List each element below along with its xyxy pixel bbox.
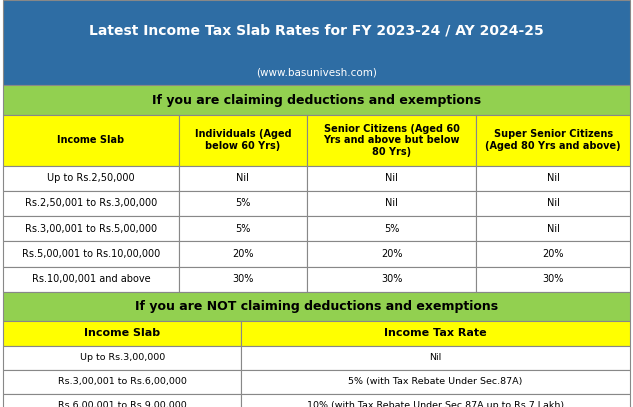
FancyBboxPatch shape — [307, 267, 476, 292]
Text: Up to Rs.2,50,000: Up to Rs.2,50,000 — [47, 173, 135, 183]
FancyBboxPatch shape — [179, 241, 307, 267]
Text: Rs.6,00,001 to Rs.9,00,000: Rs.6,00,001 to Rs.9,00,000 — [58, 401, 187, 407]
FancyBboxPatch shape — [241, 346, 630, 370]
FancyBboxPatch shape — [179, 166, 307, 191]
Text: 5%: 5% — [384, 224, 399, 234]
Text: Nil: Nil — [547, 199, 560, 208]
Text: 20%: 20% — [542, 249, 564, 259]
Text: Income Slab: Income Slab — [58, 135, 125, 145]
FancyBboxPatch shape — [307, 216, 476, 241]
FancyBboxPatch shape — [179, 216, 307, 241]
FancyBboxPatch shape — [307, 191, 476, 216]
Text: 5%: 5% — [235, 199, 251, 208]
Text: Income Slab: Income Slab — [84, 328, 160, 338]
FancyBboxPatch shape — [476, 241, 630, 267]
Text: Senior Citizens (Aged 60
Yrs and above but below
80 Yrs): Senior Citizens (Aged 60 Yrs and above b… — [323, 124, 460, 157]
Text: Rs.2,50,001 to Rs.3,00,000: Rs.2,50,001 to Rs.3,00,000 — [25, 199, 157, 208]
FancyBboxPatch shape — [476, 216, 630, 241]
Text: Super Senior Citizens
(Aged 80 Yrs and above): Super Senior Citizens (Aged 80 Yrs and a… — [486, 129, 621, 151]
Text: Nil: Nil — [547, 224, 560, 234]
FancyBboxPatch shape — [476, 166, 630, 191]
FancyBboxPatch shape — [241, 370, 630, 394]
Text: 20%: 20% — [381, 249, 403, 259]
Text: Nil: Nil — [385, 173, 398, 183]
Text: Rs.3,00,001 to Rs.6,00,000: Rs.3,00,001 to Rs.6,00,000 — [58, 377, 187, 386]
Text: Nil: Nil — [547, 173, 560, 183]
Text: Nil: Nil — [385, 199, 398, 208]
FancyBboxPatch shape — [3, 346, 241, 370]
Text: 30%: 30% — [381, 274, 403, 284]
Text: Individuals (Aged
below 60 Yrs): Individuals (Aged below 60 Yrs) — [194, 129, 291, 151]
FancyBboxPatch shape — [307, 166, 476, 191]
FancyBboxPatch shape — [3, 191, 179, 216]
Text: 5%: 5% — [235, 224, 251, 234]
FancyBboxPatch shape — [3, 216, 179, 241]
FancyBboxPatch shape — [3, 292, 630, 321]
FancyBboxPatch shape — [3, 0, 630, 85]
FancyBboxPatch shape — [307, 241, 476, 267]
Text: 30%: 30% — [542, 274, 564, 284]
FancyBboxPatch shape — [3, 115, 179, 166]
FancyBboxPatch shape — [3, 241, 179, 267]
Text: 5% (with Tax Rebate Under Sec.87A): 5% (with Tax Rebate Under Sec.87A) — [348, 377, 523, 386]
FancyBboxPatch shape — [179, 115, 307, 166]
Text: Nil: Nil — [237, 173, 249, 183]
FancyBboxPatch shape — [476, 115, 630, 166]
Text: Rs.3,00,001 to Rs.5,00,000: Rs.3,00,001 to Rs.5,00,000 — [25, 224, 157, 234]
Text: Rs.10,00,001 and above: Rs.10,00,001 and above — [32, 274, 150, 284]
FancyBboxPatch shape — [307, 115, 476, 166]
FancyBboxPatch shape — [3, 267, 179, 292]
Text: Up to Rs.3,00,000: Up to Rs.3,00,000 — [80, 353, 165, 362]
FancyBboxPatch shape — [3, 85, 630, 115]
FancyBboxPatch shape — [241, 321, 630, 346]
FancyBboxPatch shape — [3, 370, 241, 394]
Text: If you are NOT claiming deductions and exemptions: If you are NOT claiming deductions and e… — [135, 300, 498, 313]
Text: Rs.5,00,001 to Rs.10,00,000: Rs.5,00,001 to Rs.10,00,000 — [22, 249, 160, 259]
FancyBboxPatch shape — [3, 166, 179, 191]
Text: If you are claiming deductions and exemptions: If you are claiming deductions and exemp… — [152, 94, 481, 107]
FancyBboxPatch shape — [3, 394, 241, 407]
Text: 30%: 30% — [232, 274, 254, 284]
Text: (www.basunivesh.com): (www.basunivesh.com) — [256, 68, 377, 78]
FancyBboxPatch shape — [3, 321, 241, 346]
Text: Income Tax Rate: Income Tax Rate — [384, 328, 487, 338]
FancyBboxPatch shape — [241, 394, 630, 407]
Text: 20%: 20% — [232, 249, 254, 259]
Text: Nil: Nil — [429, 353, 442, 362]
FancyBboxPatch shape — [179, 267, 307, 292]
FancyBboxPatch shape — [179, 191, 307, 216]
FancyBboxPatch shape — [476, 191, 630, 216]
Text: 10% (with Tax Rebate Under Sec.87A up to Rs.7 Lakh): 10% (with Tax Rebate Under Sec.87A up to… — [307, 401, 564, 407]
FancyBboxPatch shape — [476, 267, 630, 292]
Text: Latest Income Tax Slab Rates for FY 2023-24 / AY 2024-25: Latest Income Tax Slab Rates for FY 2023… — [89, 23, 544, 37]
